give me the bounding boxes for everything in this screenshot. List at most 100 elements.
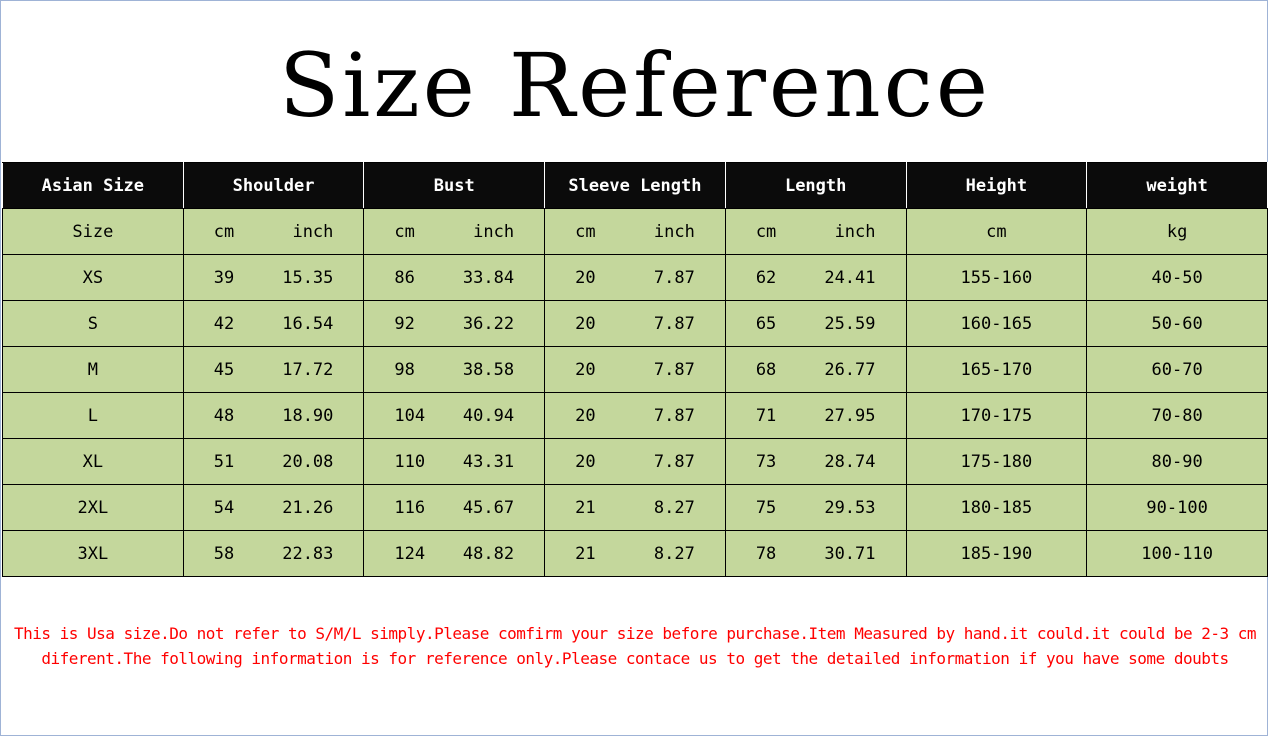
cell: 98 38.58 (363, 346, 546, 393)
cell: 20 7.87 (544, 300, 726, 347)
table-row: XS 39 15.35 86 33.84 20 7.87 62 24.41 155-160 40-5… (2, 254, 1268, 301)
cm-value: 92 (394, 313, 415, 334)
cell: 160-165 (905, 300, 1088, 347)
cell: 175-180 (905, 438, 1088, 485)
cm-value: 75 (755, 497, 777, 518)
column-header-shoulder: Shoulder (182, 162, 365, 209)
cell: 116 45.67 (363, 484, 546, 531)
cell: kg (1086, 208, 1268, 255)
table-row: XL 51 20.08 110 43.31 20 7.87 73 28.74 175-180 80-… (2, 438, 1268, 485)
cell: 50-60 (1086, 300, 1268, 347)
inch-value: 16.54 (282, 313, 334, 334)
column-header-asian-size: Asian Size (2, 162, 184, 209)
cm-value: 78 (755, 543, 777, 564)
cm-value: cm (575, 221, 596, 242)
inch-value: 18.90 (282, 405, 334, 426)
inch-value: 25.59 (824, 313, 876, 334)
cm-value: 20 (575, 313, 596, 334)
table-row: S 42 16.54 92 36.22 20 7.87 65 25.59 160-165 50-60 (2, 300, 1268, 347)
table-row: 3XL 58 22.83 124 48.82 21 8.27 78 30.71 185-190 10… (2, 530, 1268, 577)
cell: 62 24.41 (724, 254, 907, 301)
cell: 20 7.87 (544, 346, 726, 393)
cell: cm inch (724, 208, 907, 255)
cell: 104 40.94 (363, 392, 546, 439)
cell: Size (2, 208, 184, 255)
cell: 48 18.90 (182, 392, 365, 439)
cm-value: 20 (575, 405, 596, 426)
header-row: Asian Size Shoulder Bust Sleeve Length Lengt… (2, 162, 1268, 209)
column-header-bust: Bust (363, 162, 546, 209)
cell: 42 16.54 (182, 300, 365, 347)
cell: 20 7.87 (544, 254, 726, 301)
cm-value: 48 (213, 405, 235, 426)
cm-value: cm (213, 221, 235, 242)
cell: 40-50 (1086, 254, 1268, 301)
cm-value: 20 (575, 451, 596, 472)
cell: 92 36.22 (363, 300, 546, 347)
cell: cm (905, 208, 1088, 255)
inch-value: 30.71 (824, 543, 876, 564)
cell: cm inch (363, 208, 546, 255)
column-header-height: Height (905, 162, 1088, 209)
cm-value: 68 (755, 359, 777, 380)
cell: 20 7.87 (544, 438, 726, 485)
cell: 51 20.08 (182, 438, 365, 485)
table-row: 2XL 54 21.26 116 45.67 21 8.27 75 29.53 180-185 90… (2, 484, 1268, 531)
cm-value: 42 (213, 313, 235, 334)
column-header-weight: weight (1086, 162, 1268, 209)
inch-value: 45.67 (462, 497, 515, 518)
inch-value: 38.58 (462, 359, 515, 380)
cell: 45 17.72 (182, 346, 365, 393)
size-table: Asian Size Shoulder Bust Sleeve Length Lengt… (2, 162, 1268, 577)
inch-value: 33.84 (462, 267, 515, 288)
inch-value: 8.27 (653, 497, 695, 518)
cm-value: 98 (394, 359, 415, 380)
inch-value: 36.22 (462, 313, 515, 334)
cm-value: 21 (575, 543, 596, 564)
column-header-sleeve-length: Sleeve Length (544, 162, 726, 209)
cell: 78 30.71 (724, 530, 907, 577)
cm-value: 58 (213, 543, 235, 564)
inch-value: 28.74 (824, 451, 876, 472)
cell: 60-70 (1086, 346, 1268, 393)
cm-value: 71 (755, 405, 777, 426)
inch-value: 48.82 (462, 543, 515, 564)
cell: 80-90 (1086, 438, 1268, 485)
cm-value: 20 (575, 267, 596, 288)
cell: 180-185 (905, 484, 1088, 531)
cm-value: 110 (394, 451, 426, 472)
inch-value: 26.77 (824, 359, 876, 380)
cm-value: 39 (213, 267, 235, 288)
cm-value: 124 (394, 543, 426, 564)
inch-value: 43.31 (462, 451, 515, 472)
inch-value: 17.72 (282, 359, 334, 380)
cell: cm inch (544, 208, 726, 255)
inch-value: 22.83 (282, 543, 334, 564)
cell: L (2, 392, 184, 439)
cell: 71 27.95 (724, 392, 907, 439)
cm-value: 21 (575, 497, 596, 518)
inch-value: 8.27 (653, 543, 695, 564)
inch-value: 24.41 (824, 267, 876, 288)
cell: 155-160 (905, 254, 1088, 301)
inch-value: inch (473, 221, 515, 242)
table-row: L 48 18.90 104 40.94 20 7.87 71 27.95 170-175 70-8… (2, 392, 1268, 439)
cell: 73 28.74 (724, 438, 907, 485)
cell: 124 48.82 (363, 530, 546, 577)
cm-value: 65 (755, 313, 777, 334)
inch-value: 20.08 (282, 451, 334, 472)
inch-value: 7.87 (653, 313, 695, 334)
cell: 100-110 (1086, 530, 1268, 577)
inch-value: 21.26 (282, 497, 334, 518)
inch-value: inch (834, 221, 876, 242)
cm-value: cm (394, 221, 415, 242)
cm-value: 104 (394, 405, 426, 426)
cm-value: 51 (213, 451, 235, 472)
cell: S (2, 300, 184, 347)
size-note: This is Usa size.Do not refer to S/M/L s… (13, 624, 1257, 668)
cm-value: 62 (755, 267, 777, 288)
cell: 39 15.35 (182, 254, 365, 301)
inch-value: 15.35 (282, 267, 334, 288)
cm-value: cm (755, 221, 777, 242)
cell: cm inch (182, 208, 365, 255)
